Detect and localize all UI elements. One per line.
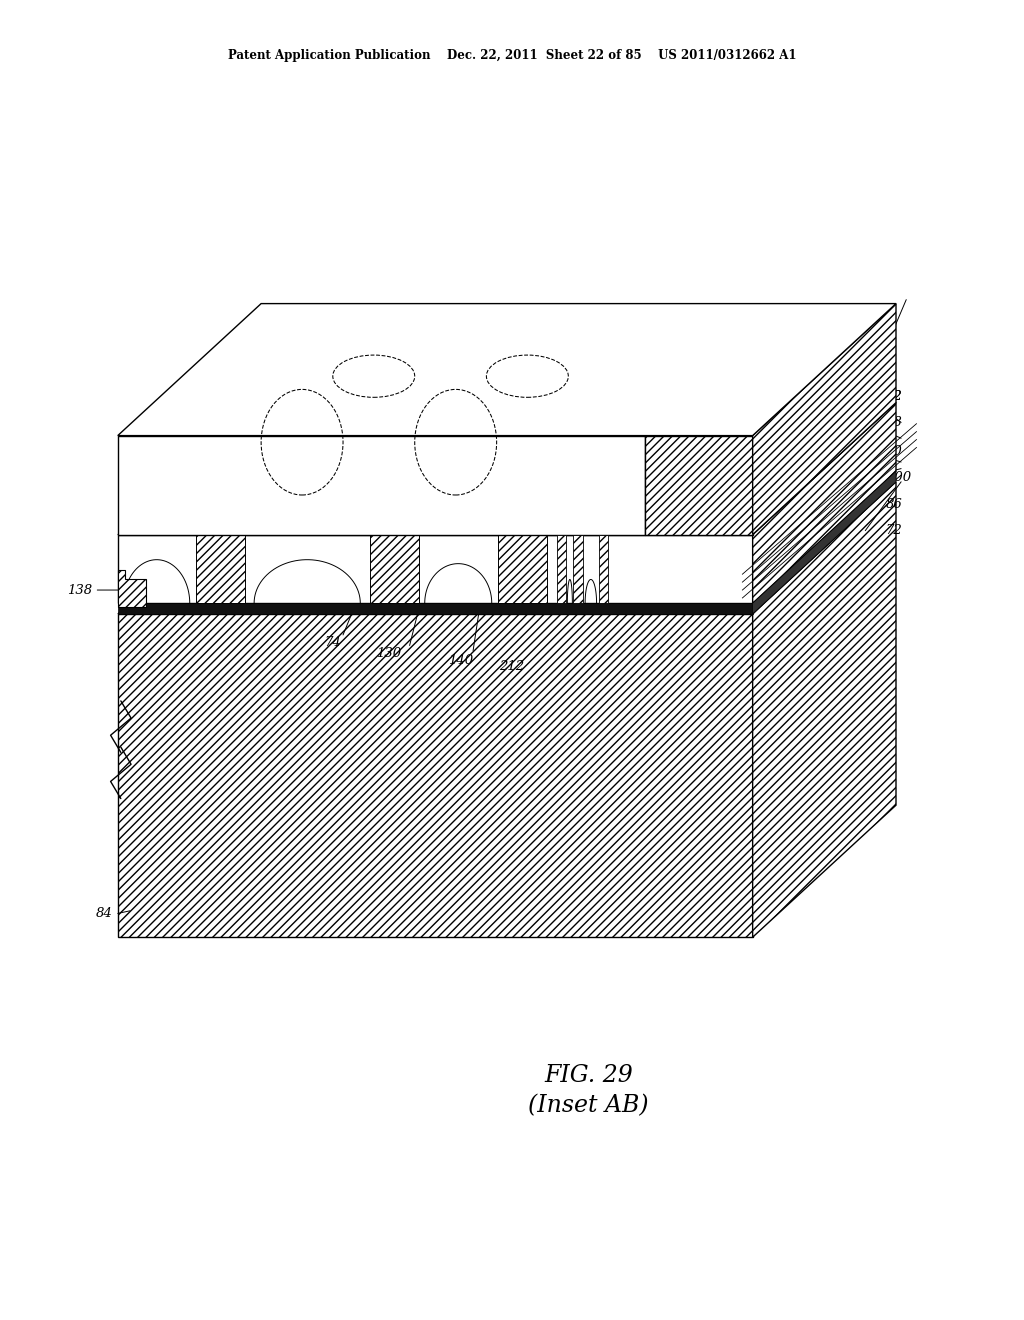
Polygon shape [118, 304, 896, 436]
Text: 78: 78 [886, 416, 902, 429]
Text: FIG. 29: FIG. 29 [545, 1064, 633, 1088]
Polygon shape [753, 471, 896, 614]
Polygon shape [753, 403, 896, 603]
Polygon shape [118, 403, 896, 535]
Polygon shape [118, 603, 753, 614]
Text: 82: 82 [886, 389, 902, 403]
Polygon shape [118, 570, 146, 607]
Text: 100: 100 [886, 471, 911, 484]
Text: 131: 131 [569, 564, 594, 577]
Text: 140: 140 [449, 653, 473, 667]
Polygon shape [498, 535, 547, 603]
Polygon shape [370, 535, 419, 603]
Polygon shape [196, 535, 245, 603]
Text: 72: 72 [886, 524, 902, 537]
Text: 84: 84 [96, 907, 113, 920]
Text: 74: 74 [325, 636, 341, 649]
Polygon shape [573, 535, 583, 603]
Text: 130: 130 [377, 647, 401, 660]
Text: ~60~: ~60~ [226, 581, 265, 594]
Polygon shape [118, 614, 753, 937]
Text: 138: 138 [67, 583, 92, 597]
Polygon shape [645, 436, 753, 535]
Polygon shape [118, 436, 645, 535]
Polygon shape [118, 535, 753, 603]
Text: 82: 82 [886, 389, 902, 403]
Polygon shape [753, 482, 896, 937]
Text: 122: 122 [208, 409, 232, 422]
Text: Patent Application Publication    Dec. 22, 2011  Sheet 22 of 85    US 2011/03126: Patent Application Publication Dec. 22, … [227, 49, 797, 62]
Polygon shape [753, 304, 896, 535]
Polygon shape [599, 535, 608, 603]
Polygon shape [118, 482, 896, 614]
Text: 80: 80 [886, 445, 902, 458]
Text: 212: 212 [500, 660, 524, 673]
Text: 130: 130 [508, 573, 532, 586]
Text: (Inset AB): (Inset AB) [528, 1094, 649, 1118]
Text: ~62~: ~62~ [431, 570, 470, 583]
Polygon shape [557, 535, 566, 603]
Text: 86: 86 [886, 498, 902, 511]
Text: 122: 122 [443, 370, 468, 383]
